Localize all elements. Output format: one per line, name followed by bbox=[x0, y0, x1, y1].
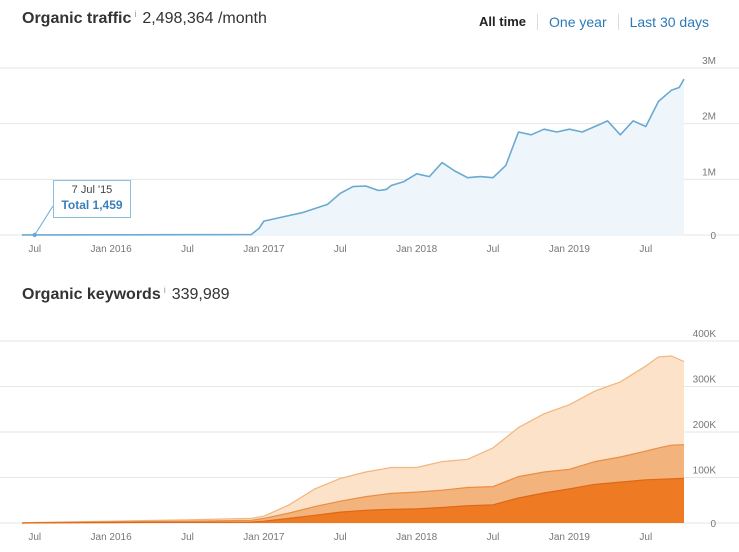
keywords-area-3 bbox=[22, 478, 684, 523]
tab-one-year[interactable]: One year bbox=[537, 14, 618, 30]
keywords-x-tick-label: Jul bbox=[639, 532, 652, 543]
keywords-info-icon[interactable]: i bbox=[163, 285, 166, 295]
keywords-x-tick-label: Jul bbox=[334, 532, 347, 543]
traffic-x-tick-label: Jan 2019 bbox=[549, 244, 591, 255]
traffic-x-tick-label: Jul bbox=[181, 244, 194, 255]
keywords-y-tick-label: 0 bbox=[710, 519, 716, 530]
traffic-chart: 3M 2M 1M 0 Jul Jan 2016 Jul Jan 2017 Jul Jan 2018… bbox=[0, 56, 739, 255]
traffic-title: Organic traffic bbox=[22, 10, 132, 27]
time-range-tabs: All time One year Last 30 days bbox=[468, 14, 709, 30]
traffic-x-tick-label: Jul bbox=[28, 244, 41, 255]
keywords-area-line-1 bbox=[21, 355, 685, 524]
keywords-value: 339,989 bbox=[171, 286, 230, 303]
keywords-x-tick-label: Jul bbox=[487, 532, 500, 543]
traffic-series-line bbox=[22, 78, 685, 236]
traffic-x-tick-label: Jul bbox=[487, 244, 500, 255]
tooltip-date: 7 Jul '15 bbox=[71, 184, 113, 196]
keywords-x-tick-label: Jan 2017 bbox=[243, 532, 285, 543]
traffic-y-tick-label: 3M bbox=[702, 56, 716, 67]
traffic-y-tick-label: 1M bbox=[702, 167, 716, 178]
keywords-x-tick-label: Jul bbox=[181, 532, 194, 543]
traffic-x-tick-label: Jan 2016 bbox=[91, 244, 133, 255]
keywords-area-line-3 bbox=[21, 477, 685, 524]
traffic-x-tick-label: Jan 2018 bbox=[396, 244, 438, 255]
tooltip-connector bbox=[34, 205, 54, 236]
traffic-area-fill bbox=[22, 79, 684, 235]
keywords-x-tick-label: Jan 2018 bbox=[396, 532, 438, 543]
keywords-x-tick-label: Jul bbox=[28, 532, 41, 543]
keywords-y-tick-label: 200K bbox=[693, 420, 717, 431]
keywords-x-tick-label: Jan 2019 bbox=[549, 532, 591, 543]
tooltip-point bbox=[32, 232, 37, 238]
tooltip-total: Total 1,459 bbox=[61, 198, 123, 212]
keywords-chart: 400K 300K 200K 100K 0 Jul Jan 2016 Jul Jan 2017 J… bbox=[0, 329, 739, 543]
traffic-x-tick-label: Jul bbox=[639, 244, 652, 255]
keywords-title: Organic keywords bbox=[22, 286, 161, 303]
traffic-tooltip: 7 Jul '15 Total 1,459 bbox=[53, 180, 131, 218]
traffic-y-tick-label: 2M bbox=[702, 112, 716, 123]
traffic-x-tick-label: Jul bbox=[334, 244, 347, 255]
keywords-y-tick-label: 400K bbox=[693, 329, 717, 340]
traffic-info-icon[interactable]: i bbox=[134, 9, 137, 19]
traffic-header: Organic traffic i 2,498,364 /month bbox=[22, 9, 267, 28]
traffic-y-tick-label: 0 bbox=[710, 231, 716, 242]
keywords-y-tick-label: 300K bbox=[693, 375, 717, 386]
traffic-value: 2,498,364 /month bbox=[142, 10, 267, 27]
keywords-header: Organic keywords i 339,989 bbox=[22, 285, 230, 304]
tab-last-30-days[interactable]: Last 30 days bbox=[617, 14, 709, 30]
keywords-x-tick-label: Jan 2016 bbox=[91, 532, 133, 543]
tab-all-time[interactable]: All time bbox=[479, 14, 527, 29]
keywords-y-tick-label: 100K bbox=[693, 466, 717, 477]
traffic-x-tick-label: Jan 2017 bbox=[243, 244, 285, 255]
keywords-area-line-2 bbox=[21, 444, 685, 524]
